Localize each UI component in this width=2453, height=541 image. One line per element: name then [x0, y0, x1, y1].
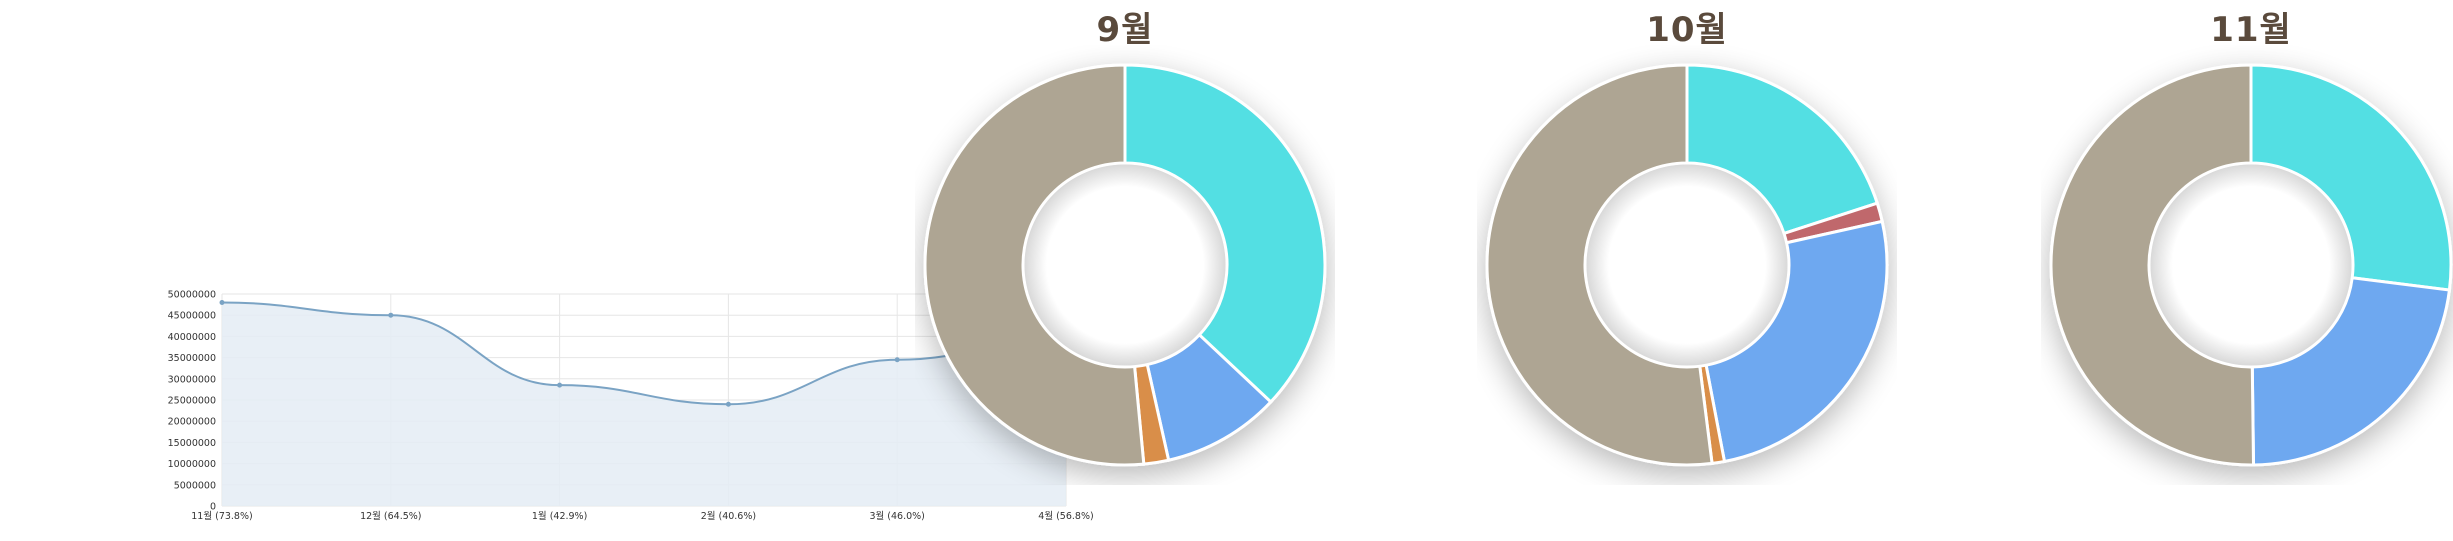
- donut-ring: [923, 63, 1327, 467]
- data-point[interactable]: [894, 357, 900, 363]
- donut-title-october: 10월: [1646, 10, 1728, 50]
- x-tick-label: 12월 (64.5%): [360, 510, 421, 522]
- line-chart: 0 5000000 10000000 15000000 20000000 25000000…: [168, 290, 1094, 523]
- x-tick-label: 2월 (40.6%): [701, 510, 756, 522]
- x-tick-label: 11월 (73.8%): [191, 510, 252, 522]
- x-tick-label: 1월 (42.9%): [532, 510, 587, 522]
- y-tick-label: 0: [210, 502, 216, 513]
- donut-title-november: 11월: [2210, 10, 2292, 50]
- series-area: [222, 302, 1066, 506]
- donut-svg-october: [1485, 63, 1889, 467]
- donut-hole: [2150, 164, 2352, 366]
- donut-slice[interactable]: [1704, 219, 1889, 464]
- donut-slice[interactable]: [1685, 63, 1880, 236]
- y-tick-label: 15000000: [168, 438, 216, 449]
- data-point[interactable]: [219, 299, 225, 305]
- donut-hole: [1024, 164, 1226, 366]
- donut-october: 10월: [1477, 0, 1897, 541]
- y-tick-label: 45000000: [168, 311, 216, 322]
- donut-slice[interactable]: [2250, 276, 2452, 467]
- donut-november: 11월: [2041, 0, 2453, 541]
- y-tick-label: 10000000: [168, 459, 216, 470]
- y-tick-label: 30000000: [168, 374, 216, 385]
- data-point[interactable]: [557, 382, 563, 388]
- donut-svg-november: [2049, 63, 2453, 467]
- donut-slice[interactable]: [1485, 63, 1714, 467]
- data-point[interactable]: [388, 312, 394, 318]
- donut-slice[interactable]: [923, 63, 1146, 467]
- y-tick-label: 25000000: [168, 396, 216, 407]
- series-line: [221, 301, 1067, 406]
- x-tick-label: 4월 (56.8%): [1038, 510, 1093, 522]
- y-tick-label: 50000000: [168, 290, 216, 301]
- x-tick-label: 3월 (46.0%): [869, 510, 924, 522]
- y-tick-label: 35000000: [168, 353, 216, 364]
- donut-slice[interactable]: [2049, 63, 2256, 467]
- donut-september: 9월: [915, 0, 1335, 541]
- donut-hole: [1586, 164, 1788, 366]
- donut-ring: [1485, 63, 1889, 467]
- donut-slice[interactable]: [2249, 63, 2453, 292]
- donut-ring: [2049, 63, 2453, 467]
- donut-svg-september: [923, 63, 1327, 467]
- y-tick-label: 5000000: [174, 480, 216, 491]
- y-tick-label: 20000000: [168, 417, 216, 428]
- data-point[interactable]: [725, 401, 731, 407]
- y-tick-label: 40000000: [168, 332, 216, 343]
- donut-slice[interactable]: [1123, 63, 1327, 405]
- donut-title-september: 9월: [1096, 10, 1154, 50]
